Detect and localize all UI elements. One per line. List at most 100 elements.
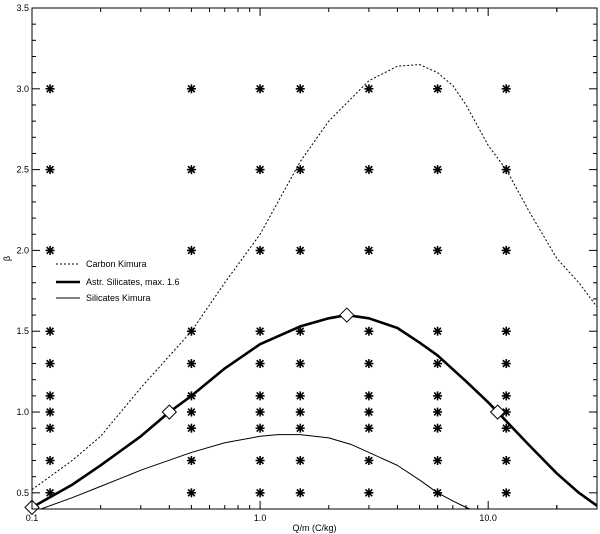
x-axis-label: Q/m (C/kg) xyxy=(293,523,337,533)
legend-label-3: Silicates Kimura xyxy=(86,293,151,303)
y-tick-label: 1.0 xyxy=(16,407,29,417)
asterisk-marker xyxy=(364,423,374,433)
x-tick-label: 1.0 xyxy=(254,513,267,523)
asterisk-stroke xyxy=(502,359,511,368)
x-tick-label: 0.1 xyxy=(26,513,39,523)
y-tick-label: 2.0 xyxy=(16,245,29,255)
asterisk-marker xyxy=(501,359,511,369)
asterisk-stroke xyxy=(364,488,373,497)
asterisk-stroke xyxy=(364,391,373,400)
asterisk-stroke xyxy=(364,456,373,465)
y-tick-label: 1.5 xyxy=(16,326,29,336)
asterisk-stroke xyxy=(187,84,196,93)
asterisk-stroke xyxy=(364,84,373,93)
asterisk-marker xyxy=(364,165,374,175)
asterisk-stroke xyxy=(364,327,373,336)
asterisk-marker xyxy=(433,391,443,401)
asterisk-stroke xyxy=(296,359,305,368)
asterisk-stroke xyxy=(364,246,373,255)
asterisk-marker xyxy=(364,326,374,336)
asterisk-stroke xyxy=(256,359,265,368)
asterisk-marker xyxy=(295,245,305,255)
asterisk-stroke xyxy=(46,456,55,465)
asterisk-marker xyxy=(186,488,196,498)
asterisk-marker xyxy=(255,84,265,94)
asterisk-marker xyxy=(255,407,265,417)
asterisk-marker xyxy=(186,245,196,255)
asterisk-stroke xyxy=(433,84,442,93)
asterisk-marker xyxy=(364,84,374,94)
asterisk-marker xyxy=(45,423,55,433)
asterisk-marker xyxy=(45,326,55,336)
axis-ticks xyxy=(31,7,598,510)
asterisk-marker xyxy=(45,245,55,255)
asterisk-marker xyxy=(364,391,374,401)
y-tick-label: 0.5 xyxy=(16,488,29,498)
asterisk-marker xyxy=(501,84,511,94)
asterisk-stroke xyxy=(296,424,305,433)
asterisk-marker xyxy=(364,359,374,369)
asterisk-marker xyxy=(45,359,55,369)
asterisk-stroke xyxy=(502,391,511,400)
asterisk-stroke xyxy=(296,246,305,255)
asterisk-marker xyxy=(364,245,374,255)
asterisk-marker xyxy=(364,456,374,466)
asterisk-marker xyxy=(295,391,305,401)
asterisk-marker xyxy=(186,84,196,94)
asterisk-marker xyxy=(501,488,511,498)
asterisk-stroke xyxy=(502,246,511,255)
y-tick-label: 3.0 xyxy=(16,84,29,94)
asterisk-stroke xyxy=(433,408,442,416)
asterisk-stroke xyxy=(256,456,265,465)
asterisk-stroke xyxy=(433,424,442,433)
plot-frame xyxy=(31,7,598,510)
asterisk-stroke xyxy=(256,327,265,336)
asterisk-stroke xyxy=(187,408,196,416)
asterisk-marker xyxy=(255,326,265,336)
asterisk-marker xyxy=(45,407,55,417)
series-line-3 xyxy=(39,434,472,509)
y-axis-label: β xyxy=(2,256,12,261)
asterisk-marker xyxy=(433,245,443,255)
asterisk-stroke xyxy=(256,246,265,255)
asterisk-stroke xyxy=(46,327,55,336)
asterisk-stroke xyxy=(433,391,442,400)
asterisk-stroke xyxy=(502,408,511,416)
series-layer xyxy=(32,64,597,509)
asterisk-stroke xyxy=(433,456,442,465)
asterisk-marker xyxy=(501,326,511,336)
asterisk-stroke xyxy=(46,408,55,416)
series-line-2 xyxy=(32,313,597,509)
asterisk-stroke xyxy=(296,84,305,93)
asterisk-marker xyxy=(295,407,305,417)
diamond-marker xyxy=(489,404,506,420)
asterisk-stroke xyxy=(256,408,265,416)
asterisk-stroke xyxy=(502,424,511,433)
y-tick-label: 2.5 xyxy=(16,165,29,175)
asterisk-marker xyxy=(364,407,374,417)
asterisk-stroke xyxy=(296,391,305,400)
asterisk-marker xyxy=(295,423,305,433)
legend: Carbon Kimura Astr. Silicates, max. 1.6 Si… xyxy=(56,259,180,303)
grid-points-layer xyxy=(45,84,511,498)
asterisk-marker xyxy=(255,488,265,498)
x-tick-label: 10.0 xyxy=(479,513,497,523)
asterisk-stroke xyxy=(187,424,196,433)
asterisk-marker xyxy=(433,407,443,417)
asterisk-marker xyxy=(186,456,196,466)
asterisk-marker xyxy=(433,165,443,175)
asterisk-marker xyxy=(45,165,55,175)
asterisk-stroke xyxy=(296,456,305,465)
asterisk-stroke xyxy=(296,408,305,416)
asterisk-stroke xyxy=(187,246,196,255)
asterisk-stroke xyxy=(187,456,196,465)
asterisk-stroke xyxy=(46,391,55,400)
asterisk-stroke xyxy=(46,165,55,174)
legend-label-2: Astr. Silicates, max. 1.6 xyxy=(86,277,180,287)
asterisk-stroke xyxy=(187,488,196,497)
asterisk-stroke xyxy=(256,488,265,497)
asterisk-stroke xyxy=(46,359,55,368)
asterisk-stroke xyxy=(296,165,305,174)
asterisk-stroke xyxy=(296,327,305,336)
